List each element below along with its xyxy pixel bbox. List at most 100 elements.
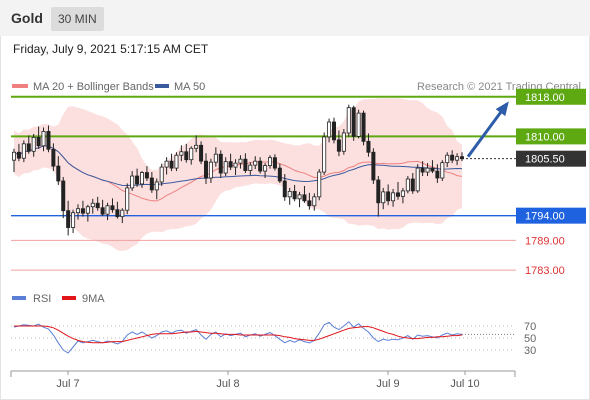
x-axis-tick-label: Jul 7 [56, 378, 79, 390]
candle-up [31, 136, 36, 152]
x-axis-tick-label: Jul 9 [376, 378, 399, 390]
candle-down [149, 177, 154, 191]
candle-up [425, 167, 430, 173]
candle-up [445, 154, 450, 164]
candle-up [174, 154, 179, 169]
candle-up [76, 208, 81, 214]
candle-down [366, 140, 371, 153]
rsi-ma-legend-label: 9MA [82, 293, 105, 305]
candle-up [381, 191, 386, 204]
candle-up [21, 143, 26, 159]
support-level-label: 1794.00 [525, 211, 565, 223]
candle-up [322, 136, 327, 173]
candle-up [327, 121, 332, 138]
candle-up [263, 165, 268, 172]
candle-up [356, 112, 361, 137]
resistance-level-label: 1810.00 [525, 131, 565, 143]
candle-down [258, 160, 263, 172]
candle-down [395, 192, 400, 197]
candle-down [228, 161, 233, 168]
candle-down [243, 158, 248, 171]
candle-up [341, 132, 346, 152]
candle-down [351, 107, 356, 137]
candle-down [16, 151, 21, 159]
candle-up [130, 175, 135, 189]
candle-up [346, 107, 351, 134]
x-axis-tick-label: Jul 8 [216, 378, 239, 390]
ma50-legend-swatch [155, 84, 169, 88]
candle-up [223, 161, 228, 174]
candle-up [400, 190, 405, 197]
candle-down [361, 112, 366, 142]
projection-arrow-head [495, 101, 509, 117]
timestamp: Friday, July 9, 2021 5:17:15 AM CET [13, 42, 209, 56]
candle-down [292, 190, 297, 200]
candle-down [26, 143, 31, 152]
candle-down [459, 156, 464, 160]
candle-down [135, 175, 140, 185]
minor-support-label: 1783.00 [525, 265, 565, 277]
resistance-label-bg [516, 88, 586, 105]
candle-down [430, 167, 435, 172]
ma50-legend-label: MA 50 [174, 81, 205, 93]
candle-down [218, 153, 223, 174]
candle-up [405, 178, 410, 192]
timeframe-badge[interactable]: 30 MIN [51, 7, 104, 31]
candle-down [56, 165, 61, 182]
candle-up [208, 161, 213, 179]
current-price-label-bg [516, 150, 586, 167]
candle-down [371, 151, 376, 181]
minor-support-label: 1789.00 [525, 235, 565, 247]
rsi-ma-line [14, 325, 463, 344]
candle-down [450, 154, 455, 161]
candle-up [317, 171, 322, 198]
candle-up [253, 160, 258, 166]
rsi-legend-swatch [12, 296, 26, 300]
candle-up [238, 158, 243, 164]
candle-down [277, 167, 282, 182]
rsi-legend-label: RSI [33, 293, 51, 305]
candle-down [51, 148, 56, 167]
candle-up [440, 162, 445, 179]
candle-down [169, 160, 174, 169]
candle-down [95, 202, 100, 209]
support-label-bg [516, 207, 586, 224]
candle-down [80, 208, 85, 214]
header-bar: Gold 30 MIN [0, 0, 590, 36]
candle-up [248, 164, 253, 171]
candle-up [415, 167, 420, 192]
candle-down [435, 170, 440, 179]
candle-up [154, 181, 159, 191]
candle-up [233, 162, 238, 168]
current-price-label: 1805.50 [525, 154, 565, 166]
candle-up [267, 157, 272, 167]
candle-down [307, 200, 312, 207]
candle-up [71, 212, 76, 228]
candle-up [297, 194, 302, 200]
candle-down [115, 209, 120, 218]
candle-down [199, 144, 204, 162]
candle-up [194, 144, 199, 149]
candle-up [90, 202, 95, 208]
candle-down [302, 194, 307, 202]
candle-up [189, 147, 194, 161]
candle-down [144, 172, 149, 179]
candle-up [139, 172, 144, 185]
resistance-level-label: 1818.00 [525, 92, 565, 104]
candle-up [159, 166, 164, 183]
ma20-legend-label: MA 20 + Bollinger Bands [33, 81, 154, 93]
candle-up [455, 156, 460, 161]
candle-up [41, 131, 46, 147]
candle-up [391, 192, 396, 202]
resistance-label-bg [516, 128, 586, 145]
candle-down [61, 180, 66, 212]
symbol-title: Gold [11, 10, 43, 26]
bollinger-band [14, 98, 462, 251]
rsi-tick-label: 30 [524, 345, 536, 357]
x-axis-tick-label: Jul 10 [450, 378, 479, 390]
candle-up [287, 190, 292, 198]
candle-down [420, 167, 425, 173]
candle-up [85, 206, 90, 214]
candle-down [376, 179, 381, 204]
